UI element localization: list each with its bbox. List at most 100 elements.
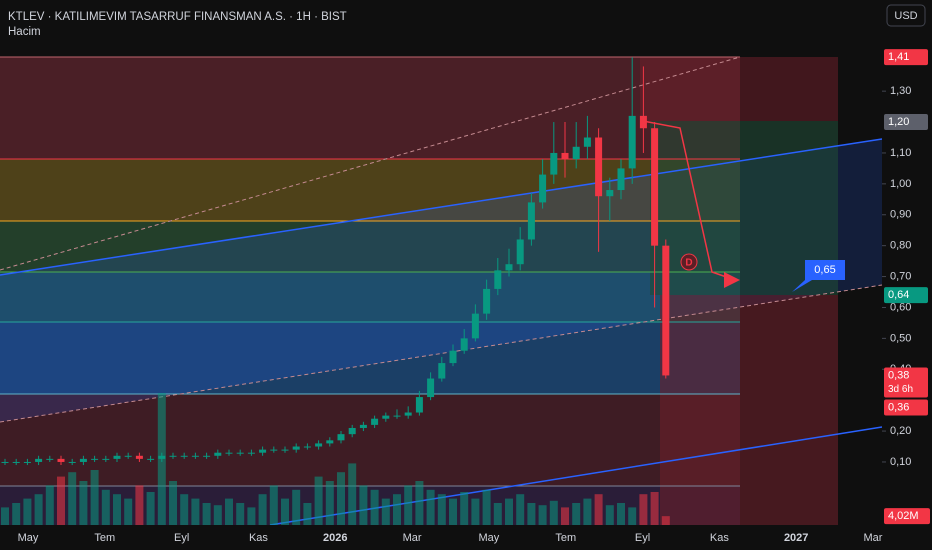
volume-bar (225, 498, 233, 525)
volume-bar (628, 507, 637, 525)
x-tick-label: Mar (403, 532, 422, 544)
zone (0, 486, 740, 525)
volume-bar (337, 472, 345, 525)
x-tick-label: Eyl (635, 532, 650, 544)
volume-bar (583, 498, 592, 525)
volume-bar (90, 470, 99, 525)
candle-body (158, 455, 166, 459)
price-badge-label: 0,36 (888, 401, 909, 413)
candle-body (225, 452, 233, 454)
candle-body (315, 443, 323, 447)
zone (0, 394, 740, 486)
price-axis (882, 0, 932, 525)
volume-bar (79, 481, 88, 525)
candle-body (595, 137, 603, 197)
marker-circle (680, 253, 698, 271)
volume-bar (348, 463, 357, 525)
volume-bar (650, 492, 659, 525)
currency[interactable]: USD (894, 10, 917, 22)
candle-body (57, 458, 65, 462)
volume-bar (269, 485, 278, 525)
candle-body (281, 449, 289, 451)
volume-bar (202, 503, 211, 525)
y-tick-label: 0,10 (890, 456, 911, 468)
candles (1, 57, 670, 466)
volume-badge (884, 508, 930, 525)
stop-zone (660, 295, 838, 525)
candle-body (303, 446, 311, 448)
volume-bar (561, 507, 569, 525)
volume-bar (381, 498, 390, 525)
volume-bar (471, 498, 480, 525)
currency-button[interactable] (886, 4, 926, 27)
zone (0, 159, 740, 221)
candle-body (236, 452, 244, 454)
volume-bar (605, 505, 614, 525)
volume-bar (236, 503, 245, 525)
forecast-arrow (642, 120, 736, 281)
target-label: 0,65 (814, 264, 835, 276)
symbol-title: KTLEV · KATILIMEVIM TASARRUF FINANSMAN A… (8, 11, 347, 23)
zone (0, 272, 740, 322)
candle-body (169, 455, 177, 457)
marker: D (685, 258, 692, 269)
volume-bar (68, 472, 77, 525)
arrow-head (724, 272, 740, 288)
volume-bar (258, 494, 267, 525)
volume-bar (538, 505, 547, 525)
candle-body (270, 449, 278, 451)
volume-bar (281, 498, 289, 525)
y-tick-label: 1,10 (890, 147, 911, 159)
candle-body (135, 455, 143, 459)
zone (0, 221, 740, 272)
volume-bar (415, 481, 424, 525)
candle-body (1, 461, 9, 463)
x-tick-label: 2026 (323, 532, 347, 544)
volume-bar (639, 494, 648, 525)
candle-body (35, 458, 43, 462)
candle-body (617, 168, 625, 191)
candle-body (91, 458, 99, 460)
volume-title: Hacim (8, 26, 41, 38)
volume-bar (505, 498, 513, 525)
price-badge-label: 0,38 (888, 369, 909, 381)
candle-body (12, 461, 20, 463)
candle-body (505, 264, 513, 271)
candle-body (147, 458, 155, 460)
price-badge (884, 399, 928, 416)
risk-zone (640, 57, 838, 121)
price-badge-label: 1,41 (888, 51, 909, 63)
volume-badge-label: 4,02M (888, 510, 919, 522)
fib-zones (0, 56, 883, 526)
candle-body (583, 137, 591, 147)
volume-bar (34, 494, 43, 525)
candle-body (539, 174, 547, 203)
volume-bar (449, 498, 457, 525)
volume-bar (180, 494, 189, 525)
volume-bar (57, 476, 65, 525)
volume-bar (482, 489, 491, 525)
candle-body (247, 452, 255, 454)
candle-body (292, 446, 300, 450)
candle-body (415, 397, 423, 413)
candle-body (68, 461, 76, 463)
candle-body (348, 427, 356, 435)
candle-body (561, 152, 569, 160)
volume-bar (460, 492, 469, 525)
volume-bar (572, 503, 581, 525)
volume-bar (303, 503, 312, 525)
candle-body (662, 245, 670, 376)
candle-body (404, 412, 412, 416)
candle-body (113, 455, 121, 459)
channel-dashed (0, 284, 883, 423)
candle-body (438, 363, 446, 379)
volume-bar (527, 503, 536, 525)
x-tick-label: May (18, 532, 39, 544)
volume-bar (113, 494, 121, 525)
candle-body (471, 313, 479, 339)
zone (0, 57, 740, 159)
x-tick-label: 2027 (784, 532, 808, 544)
candle-body (79, 458, 87, 462)
volume-bar (549, 500, 558, 525)
